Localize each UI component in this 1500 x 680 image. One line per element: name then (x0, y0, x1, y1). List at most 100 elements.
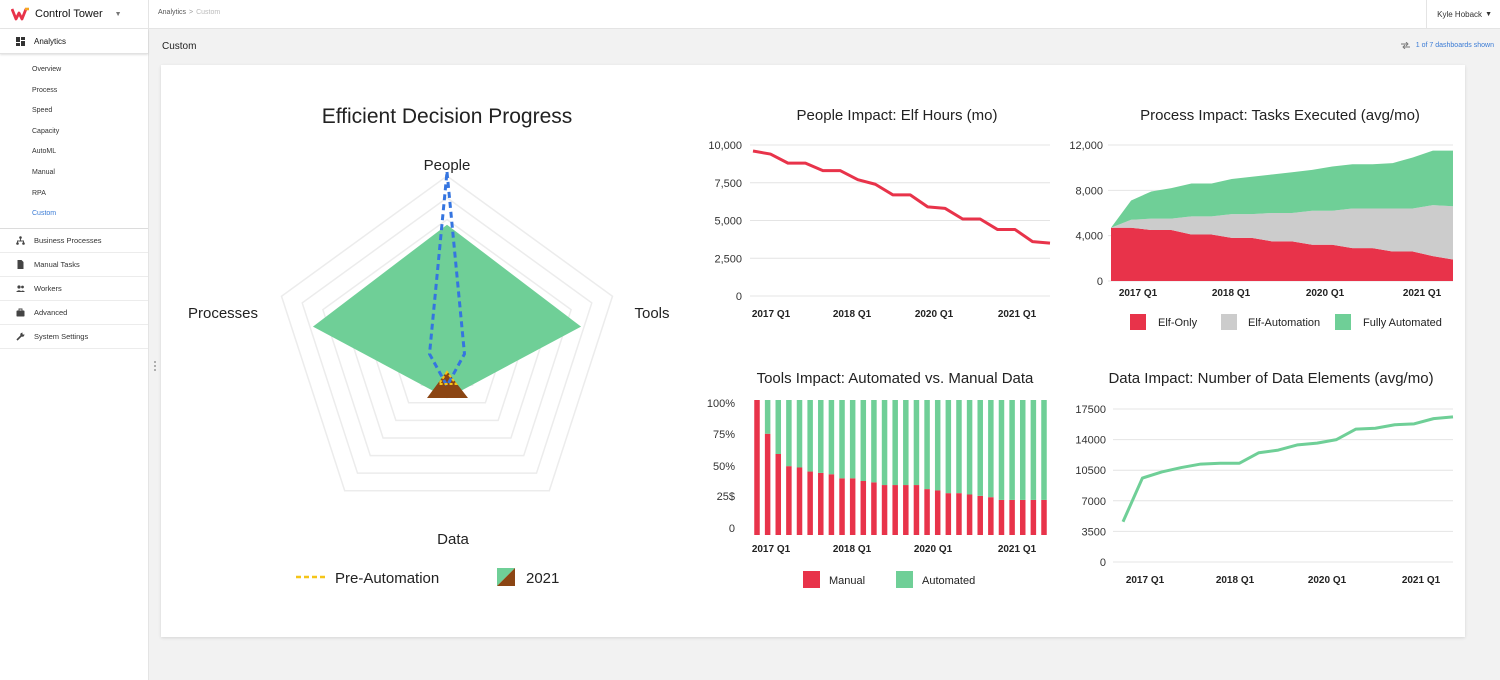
breadcrumb-current: Custom (196, 9, 221, 16)
tools-impact-bar-manual (892, 485, 898, 535)
radar-series-pre-automation-data (437, 370, 458, 385)
control-tower-logo-icon (11, 7, 29, 21)
process-impact-legend-swatch (1221, 314, 1237, 330)
tools-impact-bar-automated (786, 400, 792, 467)
user-menu-caret-icon: ▼ (1485, 10, 1492, 18)
tools-impact-bar-manual (1009, 499, 1015, 535)
radar-legend-pre-automation: Pre-Automation (335, 570, 439, 587)
process-impact-legend-label: Elf-Only (1158, 317, 1198, 329)
sidebar-item-workers[interactable]: Workers (0, 277, 148, 301)
people-impact-x-tick-label: 2021 Q1 (998, 309, 1037, 320)
data-impact-x-tick-label: 2017 Q1 (1126, 575, 1165, 586)
tools-impact-bar-automated (764, 400, 771, 434)
data-impact-y-tick-label: 0 (1100, 557, 1106, 569)
process-impact-legend-swatch (1130, 314, 1146, 330)
top-bar: Analytics > Custom Kyle Hoback ▼ (149, 0, 1500, 29)
process-impact-title: Process Impact: Tasks Executed (avg/mo) (1140, 107, 1420, 124)
briefcase-icon (16, 308, 25, 317)
tools-impact-bar-automated (934, 400, 941, 491)
process-impact-x-tick-label: 2018 Q1 (1212, 288, 1251, 299)
app-switcher-caret-icon[interactable]: ▼ (114, 10, 122, 18)
radar-grid-ring (301, 196, 593, 474)
process-impact-area-fully-automated (1111, 150, 1453, 228)
wrench-icon (16, 332, 25, 341)
data-impact-y-tick-label: 14000 (1075, 435, 1106, 447)
tools-impact-y-tick-label: 75% (713, 429, 735, 441)
sidebar-item-business-processes[interactable]: Business Processes (0, 229, 148, 253)
tools-impact-title: Tools Impact: Automated vs. Manual Data (757, 370, 1034, 387)
page-title: Custom (162, 41, 197, 52)
dashboards-shown-link[interactable]: 1 of 7 dashboards shown (1400, 42, 1494, 49)
process-impact-legend-swatch (1335, 314, 1351, 330)
sidebar-item-system-settings[interactable]: System Settings (0, 325, 148, 349)
tools-impact-bar-automated (1019, 400, 1026, 500)
tools-impact-y-tick-label: 100% (707, 398, 735, 410)
tools-impact-bar-manual (881, 485, 888, 535)
breadcrumb-separator-icon: > (189, 9, 194, 16)
tools-impact-bar-automated (871, 400, 877, 483)
tools-impact-bar-automated (998, 400, 1005, 500)
data-impact-y-tick-label: 3500 (1082, 526, 1106, 538)
tools-impact-bar-automated (977, 400, 983, 496)
subnav-speed[interactable]: Speed (32, 107, 53, 115)
tools-impact-bar-manual (828, 474, 835, 535)
people-impact-y-tick-label: 5,000 (714, 216, 742, 228)
radar-series-pre-automation-outline (427, 171, 467, 390)
subnav-capacity[interactable]: Capacity (32, 127, 60, 135)
dashboard-icon (16, 36, 25, 46)
subnav-manual[interactable]: Manual (32, 168, 55, 176)
breadcrumb: Analytics > Custom (158, 9, 220, 16)
data-impact-x-tick-label: 2021 Q1 (1402, 575, 1441, 586)
app-brand[interactable]: Control Tower ▼ (0, 0, 148, 29)
sidebar-item-analytics[interactable]: Analytics (0, 29, 148, 54)
radar-legend-2021: 2021 (526, 570, 559, 587)
sidebar-item-advanced[interactable]: Advanced (0, 301, 148, 325)
tools-impact-bar-manual (1030, 499, 1037, 535)
tools-impact-bar-manual (956, 493, 962, 535)
sidebar-item-label: Workers (34, 283, 62, 293)
tools-impact-legend-swatch-manual (803, 571, 820, 588)
sidebar: Control Tower ▼ Analytics Overview Proce… (0, 0, 149, 680)
subnav-rpa[interactable]: RPA (32, 189, 46, 197)
tools-impact-bar-automated (945, 400, 952, 494)
tools-impact-bar-automated (839, 400, 845, 479)
subnav-automl[interactable]: AutoML (32, 148, 57, 156)
tools-impact-bar-manual (786, 466, 792, 535)
process-impact-x-tick-label: 2021 Q1 (1403, 288, 1442, 299)
people-impact-x-tick-label: 2017 Q1 (752, 309, 791, 320)
tools-impact-legend-manual: Manual (829, 575, 865, 587)
hierarchy-icon (16, 235, 25, 245)
people-impact-y-tick-label: 10,000 (708, 140, 742, 152)
people-icon (16, 285, 25, 292)
tools-impact-bar-automated (849, 400, 856, 479)
subnav-custom[interactable]: Custom (32, 210, 57, 218)
tools-impact-bar-manual (818, 472, 824, 535)
tools-impact-bar-manual (945, 493, 952, 535)
user-menu[interactable]: Kyle Hoback ▼ (1426, 0, 1500, 28)
tools-impact-bar-manual (849, 478, 856, 535)
tools-impact-bar-manual (977, 495, 983, 535)
tools-impact-x-tick-label: 2018 Q1 (833, 544, 872, 555)
dashboards-shown-label: 1 of 7 dashboards shown (1415, 42, 1494, 49)
radar-grid-ring (280, 175, 614, 492)
process-impact-x-tick-label: 2017 Q1 (1119, 288, 1158, 299)
process-impact-x-tick-label: 2020 Q1 (1306, 288, 1345, 299)
process-impact-y-tick-label: 12,000 (1069, 140, 1103, 152)
document-icon (17, 259, 24, 269)
subnav-process[interactable]: Process (32, 86, 58, 94)
sidebar-resize-handle[interactable] (153, 360, 157, 372)
subnav-overview[interactable]: Overview (32, 66, 62, 73)
sidebar-item-manual-tasks[interactable]: Manual Tasks (0, 253, 148, 277)
tools-impact-bar-manual (988, 497, 994, 535)
tools-impact-x-tick-label: 2021 Q1 (998, 544, 1037, 555)
breadcrumb-analytics[interactable]: Analytics (158, 9, 187, 16)
radar-title: Efficient Decision Progress (322, 105, 573, 128)
radar-axis-label-tools: Tools (634, 305, 669, 322)
data-impact-x-tick-label: 2020 Q1 (1308, 575, 1347, 586)
tools-impact-bar-automated (988, 400, 994, 498)
tools-impact-bar-manual (903, 485, 909, 535)
people-impact-y-tick-label: 7,500 (714, 178, 742, 190)
process-impact-legend-label: Fully Automated (1363, 317, 1442, 329)
tools-impact-bar-manual (839, 478, 845, 535)
